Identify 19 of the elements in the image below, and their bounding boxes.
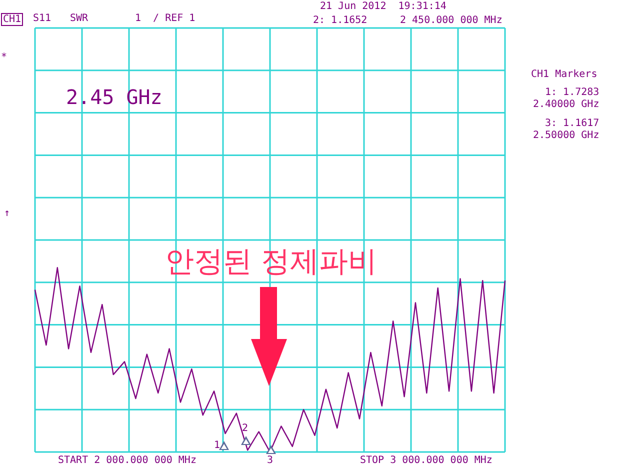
text: 1 / REF 1 — [135, 13, 196, 24]
text: 2: 1.1652 — [313, 15, 368, 26]
text: 3 — [267, 455, 274, 465]
text: ↑ — [4, 208, 10, 219]
text: S11 — [33, 13, 52, 24]
text: 2.50000 GHz — [533, 130, 600, 141]
text: 2 450.000 000 MHz — [400, 15, 502, 26]
annotation: 1 — [214, 440, 220, 451]
text: START 2 000.000 000 MHz — [58, 455, 196, 465]
annotation: 2 — [242, 423, 248, 434]
text: STOP 3 000.000 000 MHz — [360, 455, 492, 465]
text: 1: 1.7283 — [545, 87, 600, 98]
text: 3: 1.1617 — [545, 118, 600, 129]
text: * — [1, 52, 8, 63]
text: 2.40000 GHz — [533, 99, 600, 110]
text: 21 Jun 2012 19:31:14 — [320, 1, 446, 12]
text: CH1 — [1, 13, 24, 26]
text: SWR — [70, 13, 88, 24]
text: CH1 Markers — [531, 69, 598, 80]
